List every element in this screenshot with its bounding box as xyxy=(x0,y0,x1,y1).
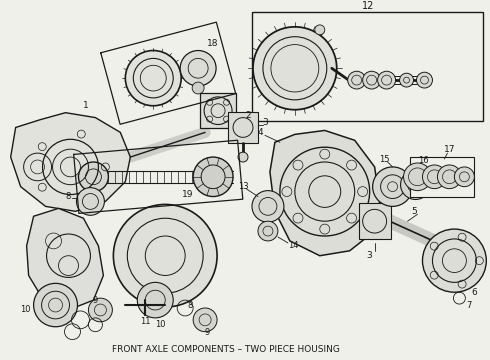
Circle shape xyxy=(404,163,432,190)
Circle shape xyxy=(438,165,462,189)
Text: 19: 19 xyxy=(182,190,194,199)
Circle shape xyxy=(416,72,433,88)
Circle shape xyxy=(378,71,395,89)
Circle shape xyxy=(372,167,413,206)
Bar xyxy=(200,93,236,129)
Circle shape xyxy=(422,165,446,189)
Circle shape xyxy=(125,50,181,106)
Polygon shape xyxy=(270,130,380,256)
Circle shape xyxy=(34,283,77,327)
Circle shape xyxy=(348,71,366,89)
Bar xyxy=(228,112,258,143)
Circle shape xyxy=(422,229,486,292)
Bar xyxy=(410,157,474,197)
Text: 3: 3 xyxy=(262,118,268,127)
Circle shape xyxy=(363,71,381,89)
Circle shape xyxy=(258,221,278,241)
Text: 1: 1 xyxy=(83,101,88,110)
Circle shape xyxy=(315,25,325,35)
Text: 6: 6 xyxy=(471,288,477,297)
Circle shape xyxy=(252,190,284,222)
Circle shape xyxy=(238,152,248,162)
Circle shape xyxy=(76,188,104,215)
Text: 9: 9 xyxy=(204,328,210,337)
Text: 11: 11 xyxy=(140,317,150,326)
Circle shape xyxy=(113,204,217,307)
Circle shape xyxy=(180,50,216,86)
Circle shape xyxy=(78,162,108,192)
Bar xyxy=(359,203,391,239)
Text: 15: 15 xyxy=(379,154,390,163)
Text: 12: 12 xyxy=(362,1,374,11)
Text: 2: 2 xyxy=(245,111,251,120)
Text: 5: 5 xyxy=(412,207,417,216)
Circle shape xyxy=(192,82,204,94)
Circle shape xyxy=(193,157,233,197)
Text: 9: 9 xyxy=(93,296,98,305)
Text: 14: 14 xyxy=(288,241,298,250)
Polygon shape xyxy=(26,208,103,310)
Circle shape xyxy=(253,27,337,110)
Text: 8: 8 xyxy=(66,192,71,201)
Circle shape xyxy=(399,73,414,87)
Text: 16: 16 xyxy=(418,156,429,165)
Circle shape xyxy=(137,282,173,318)
Text: 10: 10 xyxy=(155,320,166,329)
Text: 8: 8 xyxy=(188,301,193,310)
Polygon shape xyxy=(11,113,130,211)
Text: 4: 4 xyxy=(257,128,263,137)
Text: 13: 13 xyxy=(238,182,248,191)
Text: 10: 10 xyxy=(21,306,31,315)
Circle shape xyxy=(89,298,112,322)
Text: 7: 7 xyxy=(466,301,472,310)
Circle shape xyxy=(193,308,217,332)
Text: FRONT AXLE COMPONENTS – TWO PIECE HOUSING: FRONT AXLE COMPONENTS – TWO PIECE HOUSIN… xyxy=(112,345,340,354)
Bar xyxy=(252,12,483,121)
Text: 3: 3 xyxy=(367,251,372,260)
Text: 18: 18 xyxy=(207,39,219,48)
Circle shape xyxy=(400,170,431,199)
Circle shape xyxy=(454,167,474,187)
Text: 17: 17 xyxy=(443,145,455,154)
